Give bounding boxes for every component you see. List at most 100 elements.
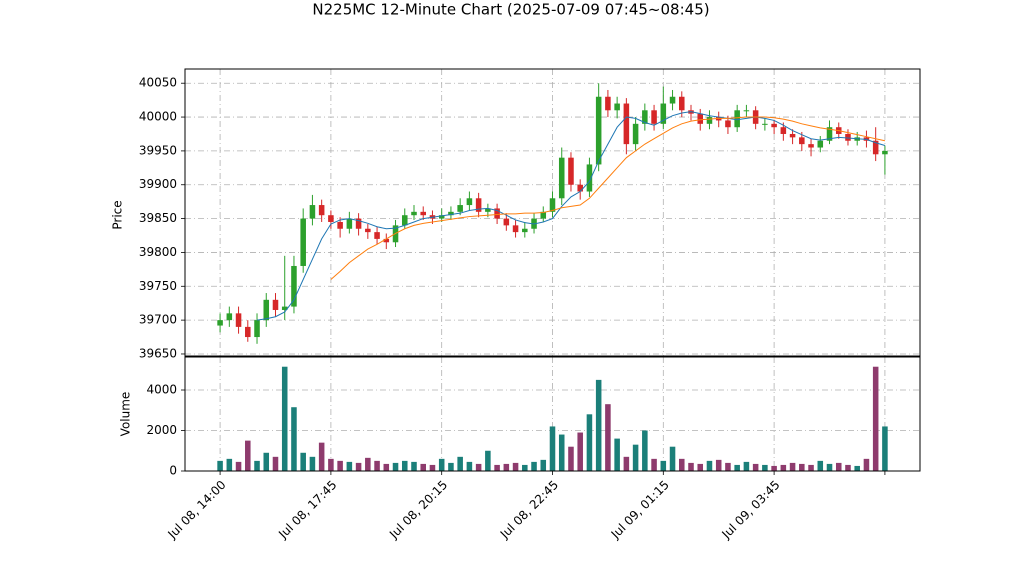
volume-bar	[235, 461, 242, 471]
volume-bar	[503, 463, 510, 471]
candle-body	[374, 232, 380, 239]
candle-body	[346, 218, 353, 229]
volume-bar	[558, 434, 565, 471]
candle-body	[669, 96, 676, 104]
candle-body	[411, 211, 417, 216]
candle-body	[605, 96, 611, 111]
volume-bar	[346, 461, 353, 471]
candle-body	[549, 198, 556, 212]
volume-bar	[309, 456, 316, 471]
candle-body	[383, 238, 390, 243]
y-axis-label: Price	[111, 200, 125, 229]
candle-body	[595, 96, 602, 165]
candle-body	[568, 157, 574, 185]
volume-bar	[457, 456, 463, 471]
candle-body	[235, 313, 242, 327]
x-tick-label: Jul 09, 03:45	[719, 478, 783, 542]
volume-bar	[328, 458, 334, 471]
volume-bar	[337, 460, 343, 471]
volume-bar	[614, 438, 620, 471]
volume-bar	[401, 460, 408, 471]
candle-body	[512, 225, 519, 233]
volume-tick-label: 0	[169, 464, 177, 478]
volume-bar	[882, 426, 888, 471]
candle-body	[457, 205, 463, 212]
candle-body	[808, 144, 814, 148]
candle-body	[245, 326, 251, 338]
x-tick-label: Jul 08, 22:45	[497, 478, 561, 542]
volume-bar	[300, 452, 306, 471]
candle-body	[558, 157, 565, 199]
volume-bar	[245, 440, 251, 471]
volume-bar	[291, 407, 297, 471]
candle-body	[614, 103, 620, 111]
volume-bar	[374, 460, 380, 471]
x-tick-label: Jul 09, 01:15	[608, 478, 672, 542]
volume-bar	[438, 458, 445, 471]
moving-average-line	[330, 116, 886, 280]
volume-bar	[789, 462, 796, 471]
volume-bar	[448, 462, 454, 471]
volume-bar	[780, 464, 787, 471]
candle-body	[355, 218, 362, 229]
candle-body	[263, 299, 270, 321]
candle-body	[300, 218, 306, 266]
candle-body	[337, 221, 343, 229]
y-tick-label: 39800	[139, 245, 177, 259]
volume-bar	[420, 463, 426, 471]
candle-body	[254, 320, 260, 338]
volume-bar	[863, 458, 870, 471]
candle-body	[475, 198, 482, 212]
volume-bar	[568, 446, 574, 471]
candle-body	[217, 320, 223, 326]
candle-body	[706, 117, 713, 124]
volume-bar	[263, 452, 270, 471]
candle-body	[882, 150, 888, 155]
volume-bar	[540, 459, 547, 471]
candle-body	[401, 215, 408, 226]
price-panel-frame	[184, 68, 921, 357]
volume-bar	[835, 462, 842, 471]
volume-bar	[771, 465, 777, 471]
candle-body	[540, 211, 547, 219]
volume-bar	[281, 366, 288, 471]
candle-body	[586, 164, 593, 192]
candle-body	[494, 208, 500, 219]
candle-body	[872, 140, 879, 155]
candle-body	[485, 208, 491, 212]
volume-bar	[715, 459, 722, 471]
volume-bar	[586, 414, 593, 471]
volume-bar	[605, 404, 611, 471]
volume-bar	[272, 456, 279, 471]
volume-bar	[383, 463, 390, 471]
volume-bar	[706, 460, 713, 471]
candle-body	[743, 110, 750, 112]
volume-bar	[392, 462, 399, 471]
volume-bar	[752, 463, 759, 471]
volume-bar	[632, 444, 639, 471]
candle-body	[365, 228, 371, 233]
volume-bar	[531, 461, 537, 471]
candle-body	[438, 215, 445, 219]
volume-bar	[799, 463, 805, 471]
candle-body	[291, 265, 297, 307]
y-tick-label: 39650	[139, 346, 177, 360]
candle-body	[309, 205, 316, 219]
candle-body	[826, 127, 833, 141]
volume-bar	[826, 463, 833, 471]
y-tick-label: 39700	[139, 313, 177, 327]
candle-body	[725, 120, 731, 128]
volume-bar	[577, 432, 583, 471]
candle-body	[679, 96, 685, 111]
moving-average-line	[256, 111, 886, 321]
candle-body	[642, 110, 648, 124]
candle-body	[503, 218, 510, 226]
x-tick-label: Jul 08, 14:00	[164, 478, 228, 542]
volume-bar	[365, 457, 371, 471]
volume-bar	[743, 461, 750, 471]
volume-bar	[854, 465, 860, 471]
volume-bar	[522, 464, 528, 471]
candle-body	[420, 211, 426, 216]
volume-bar	[512, 462, 519, 471]
